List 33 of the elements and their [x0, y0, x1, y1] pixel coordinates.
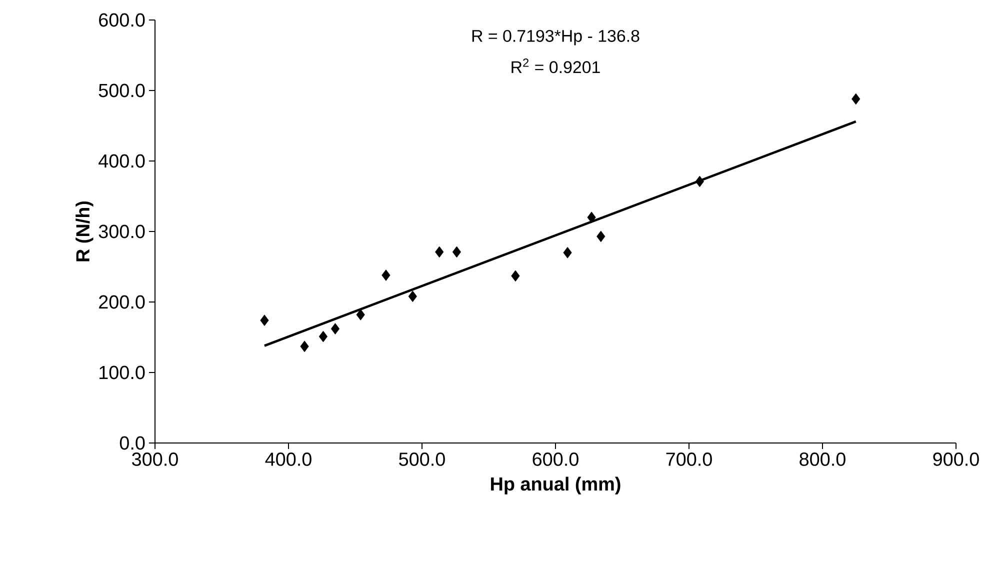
point: [300, 340, 309, 352]
annotation: R = 0.7193*Hp - 136.8: [472, 30, 640, 46]
point: [596, 230, 606, 242]
y-tick-label: 300.0: [98, 224, 145, 238]
point: [435, 246, 444, 258]
point: [330, 323, 340, 334]
point: [452, 246, 462, 258]
x-tick-label: 800.0: [800, 452, 846, 466]
point: [563, 246, 572, 258]
point: [408, 290, 417, 302]
x-tick-label: 700.0: [666, 452, 712, 466]
x-tick-label: 600.0: [532, 452, 578, 466]
point: [852, 93, 860, 105]
x-tick-label: 300.0: [132, 452, 178, 466]
y-tick-label: 600.0: [99, 13, 145, 27]
y-axis-title: R (N/h): [76, 201, 94, 262]
point: [318, 330, 328, 342]
x-tick-label: 900.0: [933, 452, 979, 466]
point: [382, 270, 390, 281]
y-tick-label: 400.0: [98, 154, 145, 168]
point: [356, 309, 365, 320]
point: [260, 314, 269, 326]
y-tick-label: 100.0: [100, 366, 145, 380]
x-tick-label: 400.0: [265, 452, 312, 466]
y-tick-label: 200.0: [99, 295, 145, 309]
x-tick-label: 500.0: [399, 452, 445, 466]
annotation: R$^{2}$ = 0.9201: [512, 58, 600, 74]
point: [695, 176, 704, 188]
x-axis-title: Hp anual (mm): [491, 476, 620, 494]
point: [587, 212, 596, 224]
y-tick-label: 500.0: [98, 84, 145, 98]
point: [511, 270, 520, 282]
y-tick-label: 0.0: [120, 436, 145, 450]
